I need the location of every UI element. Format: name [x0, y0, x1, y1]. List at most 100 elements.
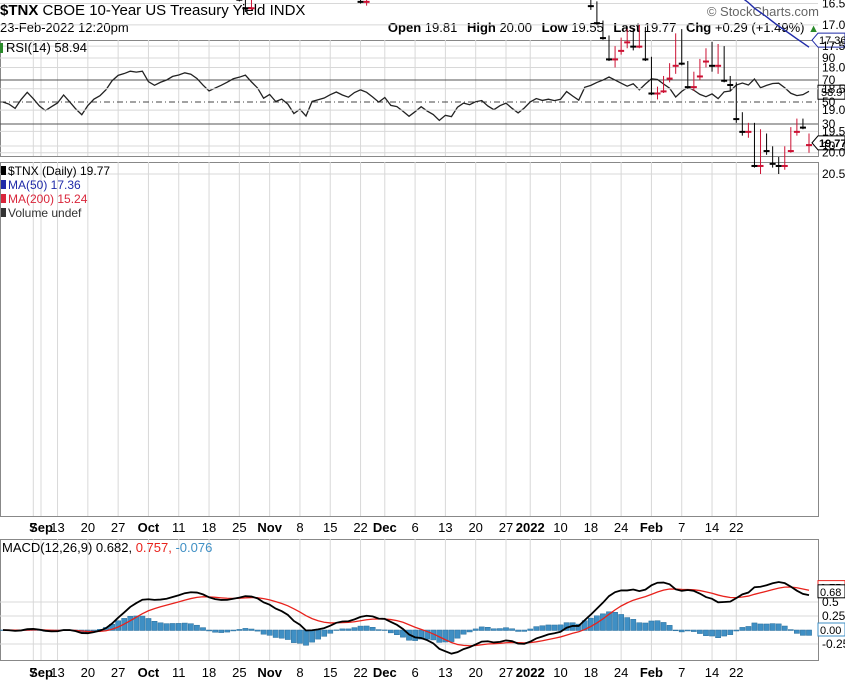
macd-legend: MACD(12,26,9) 0.682, 0.757, -0.076 — [2, 540, 212, 555]
macd-histogram-bar — [260, 629, 267, 635]
candle-body — [599, 37, 606, 40]
x-tick-label: Sep — [29, 520, 53, 535]
ticker-symbol: $TNX — [0, 2, 39, 19]
candle-body — [357, 0, 364, 3]
macd-histogram-bar — [612, 612, 618, 631]
macd-histogram-bar — [497, 628, 503, 631]
grid-lines — [32, 40, 737, 660]
macd-histogram-bar — [654, 620, 661, 631]
price-tick-label: 19.0 — [822, 103, 845, 117]
x-tick-label: Feb — [640, 665, 663, 680]
brand-watermark[interactable]: © StockCharts.com — [706, 4, 819, 19]
up-arrow-icon: ▲ — [808, 23, 819, 35]
price-tick-label: 17.5 — [822, 39, 845, 53]
macd-histogram-bar — [606, 611, 612, 631]
macd-histogram-bar — [781, 625, 788, 631]
macd-value-box — [817, 584, 845, 599]
macd-histogram-bar — [787, 629, 794, 631]
rsi-tick-label: 30 — [822, 117, 836, 131]
exchange-label: INDX — [269, 2, 306, 19]
candle-body — [793, 130, 800, 133]
open-label: Open — [387, 20, 422, 35]
price-tick-label: 18.0 — [822, 60, 845, 74]
candle-body — [678, 62, 685, 65]
x-tick-label: 27 — [499, 665, 513, 680]
candle-body — [715, 64, 722, 67]
x-tick-label: 20 — [468, 665, 482, 680]
macd-histogram-bar — [375, 629, 382, 631]
macd-histogram-bar — [206, 629, 212, 632]
macd-histogram-bar — [757, 623, 764, 631]
macd-histogram-bar — [442, 629, 449, 643]
chart-title: $TNX CBOE 10-Year US Treasury Yield INDX — [0, 2, 305, 19]
x-tick-label: 7 — [678, 665, 685, 680]
candle-body — [630, 45, 637, 48]
rsi-panel: 58.9 — [0, 57, 845, 147]
x-tick-label: 13 — [50, 520, 64, 535]
macd-histogram-bar — [424, 629, 431, 640]
candle-body — [690, 86, 697, 89]
macd-histogram-bar — [357, 625, 364, 631]
macd-histogram-bar — [624, 617, 631, 631]
x-tick-label: 6 — [411, 520, 418, 535]
price-legend-entry: MA(50) 17.36 — [8, 178, 81, 192]
candle-body — [763, 150, 770, 153]
x-tick-label: 7 — [30, 665, 37, 680]
rsi-tick-label: 70 — [822, 73, 836, 87]
x-tick-label: 14 — [705, 665, 719, 680]
macd-histogram-bar — [175, 623, 182, 631]
candle-body — [739, 130, 746, 133]
macd-histogram-bar — [472, 628, 479, 631]
price-tick-label: 17.0 — [822, 18, 845, 32]
macd-histogram-bar — [272, 629, 279, 638]
rsi-legend: RSI(14) 58.94 — [6, 40, 87, 55]
x-tick-label: 22 — [729, 665, 743, 680]
x-tick-label: 20 — [81, 520, 95, 535]
macd-histogram-bar — [539, 625, 546, 631]
axis-labels: SepSep77131320202727OctOct111118182525No… — [29, 0, 845, 680]
macd-histogram-bar — [291, 629, 297, 643]
macd-histogram-bar — [278, 629, 285, 639]
x-tick-label: 18 — [584, 665, 598, 680]
macd-histogram-bar — [351, 627, 358, 631]
macd-histogram-bar — [394, 629, 400, 635]
macd-histogram-bar — [466, 629, 473, 633]
high-label: High — [466, 20, 496, 35]
candle-body — [781, 164, 788, 167]
macd-histogram-bar — [715, 629, 721, 638]
macd-histogram-bar — [163, 623, 170, 631]
macd-histogram-bar — [412, 629, 418, 641]
macd-histogram-bar — [345, 628, 352, 631]
macd-histogram-bar — [727, 629, 734, 635]
price-legend-entry: Volume undef — [8, 206, 82, 220]
x-tick-label: 13 — [50, 665, 64, 680]
candle-body — [248, 7, 255, 10]
x-tick-label: 27 — [111, 520, 125, 535]
x-tick-label: 25 — [232, 520, 246, 535]
macd-histogram-bar — [721, 629, 728, 637]
macd-histogram-bar — [575, 623, 582, 631]
macd-histogram-bar — [630, 619, 637, 631]
rsi-value-label: 58.9 — [821, 87, 842, 99]
price-legend-entry: $TNX (Daily) 19.77 — [8, 164, 110, 178]
x-tick-label: 11 — [172, 665, 186, 680]
price-legend-marker — [1, 166, 6, 175]
x-tick-label: 22 — [353, 665, 367, 680]
candle-body — [672, 64, 679, 67]
candle-body — [721, 79, 728, 82]
x-tick-label: 20 — [468, 520, 482, 535]
macd-histogram-bar — [527, 628, 534, 631]
x-tick-label: 7 — [30, 520, 37, 535]
x-tick-label: 18 — [202, 520, 216, 535]
price-tick-label: 20.0 — [822, 146, 845, 160]
macd-histogram-bar — [697, 629, 703, 634]
macd-histogram-bar — [515, 629, 521, 632]
timestamp: 23-Feb-2022 12:20pm — [0, 20, 129, 35]
rsi-legend-marker — [0, 43, 3, 53]
macd-histogram-bar — [648, 620, 655, 631]
low-label: Low — [541, 20, 568, 35]
x-tick-label: 18 — [584, 520, 598, 535]
macd-histogram-bar — [309, 629, 315, 643]
